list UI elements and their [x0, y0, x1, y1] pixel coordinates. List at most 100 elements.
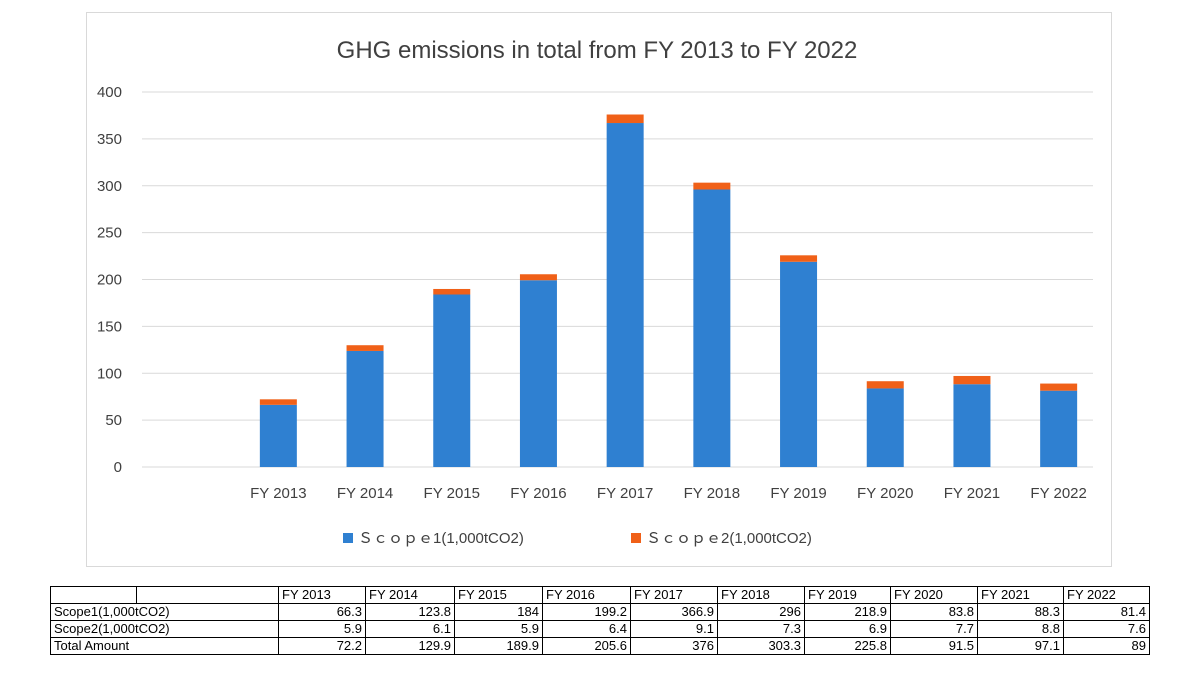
- bar-scope1: [1040, 390, 1078, 467]
- table-cell: 66.3: [278, 603, 366, 621]
- table-row: Total Amount 72.2 129.9 189.9 205.6 376 303.3 2…: [50, 637, 1150, 655]
- table-cell: 376: [630, 637, 718, 655]
- bar-scope1: [519, 280, 557, 467]
- x-tick-label: FY 2019: [770, 485, 826, 502]
- y-tick-label: 300: [97, 178, 122, 195]
- table-header-cell: FY 2020: [890, 586, 978, 604]
- row-label: Scope2(1,000tCO2): [50, 620, 279, 638]
- x-tick-label: FY 2015: [424, 485, 480, 502]
- y-tick-label: 150: [97, 318, 122, 335]
- bar-scope1: [780, 261, 818, 467]
- bar-scope2: [693, 182, 731, 190]
- table-header-cell: FY 2014: [365, 586, 455, 604]
- x-axis-ticks: FY 2013 FY 2014 FY 2015 FY 2016 FY 2017 FY 20…: [250, 485, 1087, 502]
- chart-panel: GHG emissions in total from FY 2013 to F…: [86, 12, 1112, 567]
- table-cell: 8.8: [977, 620, 1064, 638]
- x-tick-label: FY 2017: [597, 485, 653, 502]
- legend-swatch: [631, 533, 641, 543]
- table-cell: 129.9: [365, 637, 455, 655]
- table-header-cell: FY 2018: [717, 586, 805, 604]
- y-tick-label: 50: [105, 412, 122, 429]
- y-tick-label: 0: [114, 459, 122, 476]
- bar-scope2: [433, 288, 471, 295]
- x-tick-label: FY 2013: [250, 485, 306, 502]
- legend-label: Ｓｃｏｐｅ1(1,000tCO2): [358, 530, 524, 547]
- table-header-cell: FY 2013: [278, 586, 366, 604]
- x-tick-label: FY 2018: [684, 485, 740, 502]
- table-cell: 225.8: [804, 637, 891, 655]
- legend: Ｓｃｏｐｅ1(1,000tCO2) Ｓｃｏｐｅ2(1,000tCO2): [343, 530, 812, 547]
- bar-scope1: [259, 404, 297, 467]
- row-label: Total Amount: [50, 637, 279, 655]
- table-cell: 123.8: [365, 603, 455, 621]
- x-tick-label: FY 2021: [944, 485, 1000, 502]
- bar-scope2: [953, 375, 991, 385]
- table-cell: 83.8: [890, 603, 978, 621]
- chart-title: GHG emissions in total from FY 2013 to F…: [337, 37, 858, 64]
- table-header-row: FY 2013 FY 2014 FY 2015 FY 2016 FY 2017 FY 20…: [50, 586, 1150, 604]
- table-cell: 5.9: [454, 620, 543, 638]
- bar-scope2: [1040, 383, 1078, 391]
- table-header-cell: [50, 586, 137, 604]
- table-cell: 184: [454, 603, 543, 621]
- table-cell: 7.3: [717, 620, 805, 638]
- data-table: FY 2013 FY 2014 FY 2015 FY 2016 FY 2017 FY 20…: [50, 586, 1150, 655]
- bar-scope1: [953, 384, 991, 467]
- table-header-cell: FY 2017: [630, 586, 718, 604]
- ghg-chart: GHG emissions in total from FY 2013 to F…: [97, 37, 1093, 547]
- bars: [259, 114, 1078, 467]
- bar-scope2: [780, 255, 818, 262]
- x-tick-label: FY 2016: [510, 485, 566, 502]
- bar-scope1: [693, 189, 731, 467]
- bar-scope2: [519, 274, 557, 281]
- table-cell: 205.6: [542, 637, 631, 655]
- table-cell: 7.6: [1063, 620, 1150, 638]
- table-cell: 91.5: [890, 637, 978, 655]
- table-cell: 89: [1063, 637, 1150, 655]
- y-tick-label: 350: [97, 131, 122, 148]
- y-tick-label: 200: [97, 272, 122, 289]
- y-tick-label: 100: [97, 365, 122, 382]
- table-cell: 7.7: [890, 620, 978, 638]
- table-row: Scope1(1,000tCO2) 66.3 123.8 184 199.2 366.9 2…: [50, 603, 1150, 621]
- table-cell: 5.9: [278, 620, 366, 638]
- table-cell: 81.4: [1063, 603, 1150, 621]
- bar-scope2: [866, 381, 904, 389]
- legend-label: Ｓｃｏｐｅ2(1,000tCO2): [646, 530, 812, 547]
- y-tick-label: 250: [97, 225, 122, 242]
- table-cell: 366.9: [630, 603, 718, 621]
- x-tick-label: FY 2020: [857, 485, 913, 502]
- table-cell: 218.9: [804, 603, 891, 621]
- table-cell: 88.3: [977, 603, 1064, 621]
- table-cell: 9.1: [630, 620, 718, 638]
- table-header-cell: FY 2021: [977, 586, 1064, 604]
- y-axis-ticks: 0 50 100 150 200 250 300 350 400: [97, 84, 122, 476]
- row-label: Scope1(1,000tCO2): [50, 603, 279, 621]
- table-cell: 6.4: [542, 620, 631, 638]
- bar-scope1: [866, 388, 904, 467]
- y-tick-label: 400: [97, 84, 122, 101]
- x-tick-label: FY 2014: [337, 485, 393, 502]
- bar-scope1: [433, 294, 471, 467]
- bar-scope2: [259, 399, 297, 405]
- legend-swatch: [343, 533, 353, 543]
- bar-scope1: [606, 123, 644, 467]
- bar-scope2: [606, 114, 644, 124]
- bar-scope2: [346, 345, 384, 351]
- table-cell: 189.9: [454, 637, 543, 655]
- table-cell: 303.3: [717, 637, 805, 655]
- table-cell: 6.1: [365, 620, 455, 638]
- table-cell: 72.2: [278, 637, 366, 655]
- table-header-cell: FY 2015: [454, 586, 543, 604]
- table-header-cell: FY 2019: [804, 586, 891, 604]
- table-row: Scope2(1,000tCO2) 5.9 6.1 5.9 6.4 9.1 7.3 6.9 7.…: [50, 620, 1150, 638]
- table-cell: 296: [717, 603, 805, 621]
- table-header-cell: FY 2022: [1063, 586, 1150, 604]
- table-cell: 97.1: [977, 637, 1064, 655]
- bar-scope1: [346, 350, 384, 467]
- x-tick-label: FY 2022: [1030, 485, 1086, 502]
- table-header-cell: FY 2016: [542, 586, 631, 604]
- table-cell: 199.2: [542, 603, 631, 621]
- table-header-cell: [136, 586, 279, 604]
- table-cell: 6.9: [804, 620, 891, 638]
